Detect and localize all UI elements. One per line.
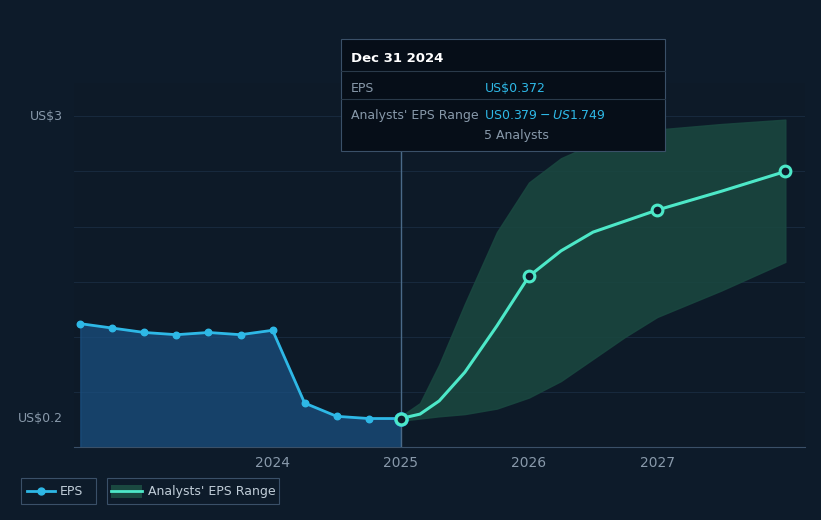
Text: Analysts' EPS Range: Analysts' EPS Range [351, 110, 478, 123]
Text: US$3: US$3 [30, 110, 62, 123]
Point [298, 399, 311, 407]
Point [522, 272, 535, 280]
Point [362, 414, 375, 423]
Point [74, 319, 87, 328]
Point [234, 331, 247, 339]
Text: US$0.2: US$0.2 [18, 412, 62, 425]
Point [650, 206, 663, 214]
Point [779, 167, 792, 176]
Point [106, 324, 119, 332]
Point [330, 412, 343, 421]
Point [170, 331, 183, 339]
Point [202, 328, 215, 336]
Point [266, 326, 279, 334]
Text: EPS: EPS [351, 82, 374, 95]
Text: US$0.372: US$0.372 [484, 82, 545, 95]
Point [394, 414, 407, 423]
Text: Analysts Forecasts: Analysts Forecasts [406, 96, 516, 109]
Point [138, 328, 151, 336]
Text: Actual: Actual [359, 96, 396, 109]
Text: Analysts' EPS Range: Analysts' EPS Range [148, 485, 275, 498]
Text: Dec 31 2024: Dec 31 2024 [351, 53, 443, 66]
Text: US$0.379 - US$1.749: US$0.379 - US$1.749 [484, 110, 606, 123]
Text: EPS: EPS [60, 485, 83, 498]
Text: 5 Analysts: 5 Analysts [484, 128, 549, 141]
Point [394, 414, 407, 423]
